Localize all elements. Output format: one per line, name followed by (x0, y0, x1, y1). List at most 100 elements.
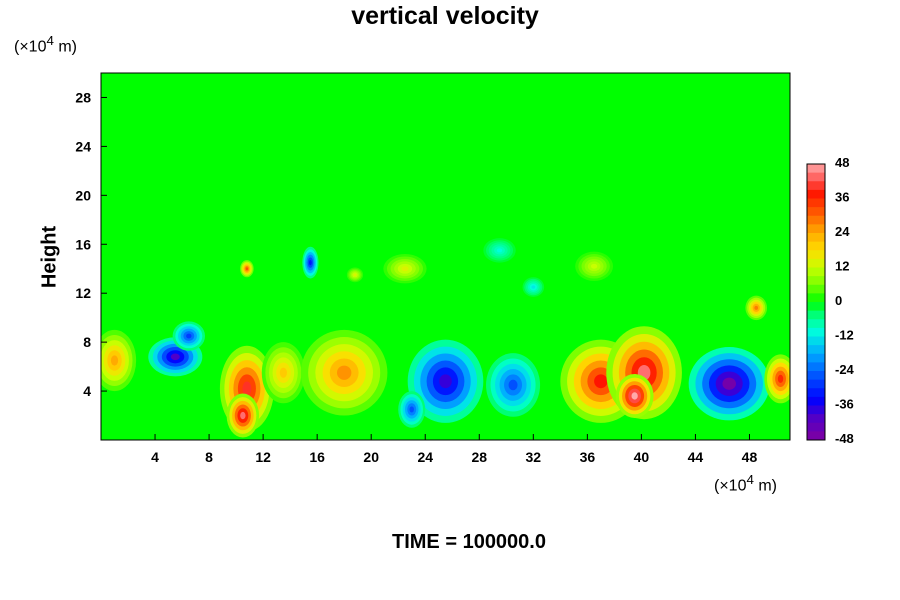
colorbar-segment (807, 431, 825, 441)
colorbar-segment (807, 267, 825, 277)
heatmap-contour (531, 285, 536, 289)
colorbar-segment (807, 362, 825, 372)
heatmap-contour (594, 374, 608, 389)
heatmap-contour (754, 305, 759, 310)
x-tick-label: 32 (526, 449, 542, 465)
heatmap-feature (383, 254, 427, 284)
y-axis-unit: (×104 m) (14, 33, 77, 56)
colorbar: 48 36 24 12 0 -12 -24 -36 -48 (806, 155, 855, 446)
colorbar-segment (807, 302, 825, 312)
colorbar-segment (807, 345, 825, 355)
heatmap-feature (575, 251, 614, 281)
heatmap-feature (688, 347, 770, 421)
heatmap-contour (722, 377, 736, 390)
colorbar-tick-label: 0 (835, 293, 842, 308)
x-tick-label: 24 (417, 449, 433, 465)
heatmap-feature (615, 373, 654, 418)
colorbar-segment (807, 405, 825, 415)
y-tick-label: 16 (75, 236, 91, 252)
colorbar-segment (807, 371, 825, 381)
y-tick-label: 20 (75, 187, 91, 203)
x-tick-label: 16 (309, 449, 325, 465)
heatmap-feature (101, 329, 137, 392)
colorbar-segment (807, 164, 825, 174)
colorbar-segment (807, 215, 825, 225)
colorbar-segment (807, 388, 825, 398)
heatmap-contour (336, 365, 352, 380)
y-tick-label: 28 (75, 89, 91, 105)
x-tick-label: 48 (742, 449, 758, 465)
colorbar-segment (807, 422, 825, 432)
colorbar-segment (807, 258, 825, 268)
colorbar-tick-label: -48 (835, 431, 854, 446)
heatmap-contour (401, 266, 409, 272)
y-tick-label: 24 (75, 138, 91, 154)
colorbar-segment (807, 319, 825, 329)
colorbar-segment (807, 353, 825, 363)
heatmap-contour (240, 411, 246, 420)
heatmap-contour (496, 248, 503, 253)
colorbar-segment (807, 189, 825, 199)
heatmap-contour (353, 273, 357, 277)
colorbar-segment (807, 284, 825, 294)
colorbar-segment (807, 293, 825, 303)
y-axis: 4 8 12 16 20 24 28 (75, 89, 107, 399)
x-tick-label: 20 (363, 449, 379, 465)
x-tick-label: 4 (151, 449, 159, 465)
colorbar-segment (807, 327, 825, 337)
colorbar-tick-label: 24 (835, 224, 850, 239)
colorbar-segment (807, 233, 825, 243)
y-axis-label: Height (38, 226, 60, 289)
heatmap-contour (186, 333, 192, 339)
chart-title: vertical velocity (351, 2, 539, 30)
heatmap-contour (110, 355, 119, 366)
x-tick-label: 36 (580, 449, 596, 465)
colorbar-tick-label: 36 (835, 190, 849, 205)
colorbar-segment (807, 224, 825, 234)
colorbar-segment (807, 181, 825, 191)
heatmap-feature (226, 393, 260, 438)
colorbar-segment (807, 172, 825, 182)
x-tick-label: 12 (255, 449, 271, 465)
y-tick-label: 12 (75, 285, 91, 301)
heatmap-feature (300, 329, 388, 416)
heatmap-contour (777, 374, 784, 383)
colorbar-border (806, 163, 826, 441)
heatmap-contour (245, 267, 249, 271)
x-tick-label: 44 (688, 449, 704, 465)
heatmap-feature (764, 354, 790, 404)
heatmap-contour (590, 263, 598, 269)
x-tick-label: 28 (471, 449, 487, 465)
colorbar-segment (807, 241, 825, 251)
heatmap-feature (745, 295, 768, 321)
heatmap-feature (346, 267, 364, 283)
colorbar-segment (807, 276, 825, 286)
heatmap-contour (170, 353, 180, 361)
heatmap-feature (522, 277, 545, 297)
colorbar-segment (807, 379, 825, 389)
heatmap-feature (261, 342, 305, 404)
colorbar-tick-label: 48 (835, 155, 849, 170)
y-tick-label: 4 (83, 383, 91, 399)
heatmap-feature (486, 353, 541, 417)
heatmap-contour (508, 379, 518, 391)
plot-border (100, 72, 791, 441)
colorbar-segment (807, 250, 825, 260)
heatmap-contour (631, 392, 638, 400)
heatmap-contour (409, 406, 414, 413)
colorbar-segment (807, 198, 825, 208)
heatmap-contour (309, 259, 312, 266)
heatmap-feature (483, 238, 516, 263)
x-axis: 4 8 12 16 20 24 28 32 36 40 44 48 (151, 434, 757, 465)
y-tick-label: 8 (83, 334, 91, 350)
colorbar-tick-label: -12 (835, 328, 854, 343)
heatmap-feature (398, 391, 426, 428)
colorbar-segment (807, 207, 825, 217)
colorbar-tick-label: 12 (835, 259, 849, 274)
colorbar-segment (807, 336, 825, 346)
heatmap-feature (172, 321, 206, 351)
x-axis-unit: (×104 m) (714, 472, 777, 495)
heatmap-feature (302, 246, 319, 279)
colorbar-tick-label: -36 (835, 397, 854, 412)
